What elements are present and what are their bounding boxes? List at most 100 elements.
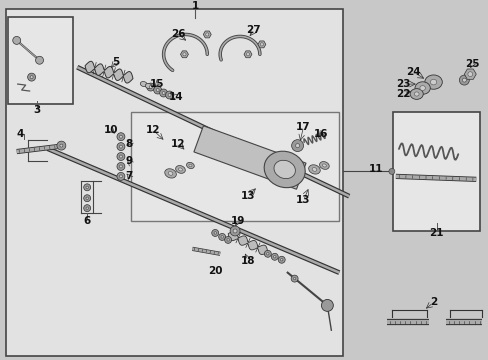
Ellipse shape	[414, 82, 429, 94]
Ellipse shape	[264, 250, 271, 257]
Ellipse shape	[311, 167, 316, 171]
Polygon shape	[257, 41, 265, 48]
Text: 18: 18	[240, 256, 255, 266]
Ellipse shape	[188, 164, 192, 167]
Text: 24: 24	[406, 67, 420, 77]
Ellipse shape	[162, 91, 165, 94]
Ellipse shape	[117, 133, 124, 141]
Bar	[131, 112, 339, 221]
Ellipse shape	[293, 278, 295, 280]
Ellipse shape	[211, 229, 218, 237]
Ellipse shape	[86, 186, 88, 189]
Ellipse shape	[83, 205, 90, 212]
Text: 8: 8	[125, 139, 132, 149]
Ellipse shape	[271, 253, 278, 260]
Ellipse shape	[165, 91, 173, 99]
Text: 23: 23	[396, 79, 410, 89]
Text: 3: 3	[33, 105, 40, 115]
Circle shape	[183, 53, 185, 56]
Ellipse shape	[266, 253, 268, 255]
Ellipse shape	[117, 172, 124, 180]
Ellipse shape	[119, 155, 122, 158]
Ellipse shape	[230, 226, 240, 236]
Ellipse shape	[424, 75, 442, 89]
Ellipse shape	[221, 236, 223, 238]
Ellipse shape	[178, 168, 182, 171]
Ellipse shape	[308, 165, 320, 174]
Text: 14: 14	[169, 92, 183, 102]
Text: 13: 13	[240, 191, 255, 201]
Ellipse shape	[429, 79, 436, 85]
Ellipse shape	[117, 143, 124, 150]
Ellipse shape	[153, 86, 162, 94]
Polygon shape	[244, 51, 251, 58]
Ellipse shape	[214, 232, 216, 234]
Text: 6: 6	[83, 216, 91, 226]
Text: 11: 11	[368, 165, 383, 175]
Bar	[392, 112, 479, 231]
Text: 10: 10	[103, 125, 118, 135]
Ellipse shape	[419, 86, 425, 90]
Bar	[6, 9, 343, 356]
Text: 22: 22	[396, 89, 410, 99]
Bar	[8, 17, 73, 104]
Text: 12: 12	[145, 125, 160, 135]
Polygon shape	[85, 61, 133, 83]
Text: 12: 12	[171, 139, 185, 149]
Text: 17: 17	[296, 122, 310, 132]
Ellipse shape	[458, 75, 468, 85]
Circle shape	[205, 33, 208, 36]
Ellipse shape	[218, 233, 225, 240]
Text: 9: 9	[125, 157, 132, 166]
Polygon shape	[203, 31, 211, 38]
Ellipse shape	[149, 86, 152, 89]
Ellipse shape	[117, 153, 124, 161]
Text: 19: 19	[230, 216, 245, 226]
Ellipse shape	[119, 175, 122, 178]
Ellipse shape	[278, 256, 285, 263]
Ellipse shape	[224, 237, 231, 243]
Text: 27: 27	[246, 26, 261, 36]
Ellipse shape	[226, 239, 229, 241]
Text: 16: 16	[313, 129, 328, 139]
Ellipse shape	[145, 84, 152, 89]
Ellipse shape	[83, 184, 90, 191]
Circle shape	[36, 56, 43, 64]
Ellipse shape	[83, 195, 90, 202]
Bar	[194, 126, 305, 189]
Ellipse shape	[156, 89, 159, 91]
Text: 13: 13	[296, 195, 310, 205]
Ellipse shape	[280, 258, 283, 261]
Ellipse shape	[119, 135, 122, 138]
Ellipse shape	[146, 83, 154, 91]
Ellipse shape	[119, 145, 122, 148]
Ellipse shape	[291, 140, 303, 152]
Polygon shape	[228, 231, 267, 255]
Ellipse shape	[28, 73, 36, 81]
Ellipse shape	[175, 166, 185, 173]
Text: 15: 15	[149, 79, 163, 89]
Ellipse shape	[168, 94, 171, 96]
Ellipse shape	[57, 141, 66, 150]
Ellipse shape	[164, 169, 176, 178]
Circle shape	[13, 36, 20, 44]
Ellipse shape	[322, 164, 325, 167]
Ellipse shape	[168, 171, 173, 175]
Text: 5: 5	[112, 57, 120, 67]
Ellipse shape	[117, 162, 124, 170]
Ellipse shape	[273, 160, 295, 179]
Ellipse shape	[30, 76, 33, 78]
Text: 21: 21	[428, 228, 443, 238]
Text: 1: 1	[191, 1, 199, 11]
Ellipse shape	[264, 151, 305, 188]
Ellipse shape	[86, 197, 88, 199]
Ellipse shape	[273, 256, 275, 258]
Circle shape	[260, 43, 263, 46]
Text: 2: 2	[429, 297, 436, 307]
Ellipse shape	[290, 275, 298, 282]
Polygon shape	[180, 51, 188, 58]
Ellipse shape	[159, 89, 167, 97]
Ellipse shape	[86, 207, 88, 209]
Ellipse shape	[319, 162, 328, 169]
Circle shape	[467, 72, 472, 77]
